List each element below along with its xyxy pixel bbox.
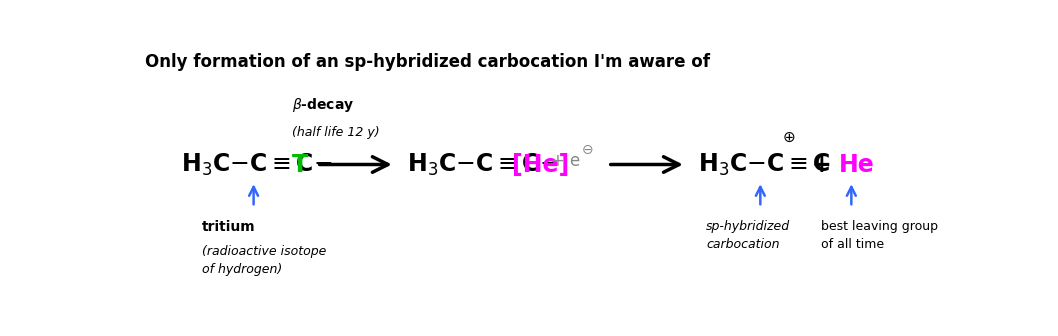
Text: T: T	[292, 153, 308, 176]
Text: He: He	[839, 153, 875, 176]
Text: H$_3$C$-$C$\equiv$C$-$: H$_3$C$-$C$\equiv$C$-$	[182, 152, 333, 178]
Text: (half life 12 y): (half life 12 y)	[292, 126, 380, 139]
Text: $\oplus$: $\oplus$	[783, 130, 796, 145]
Text: (radioactive isotope
of hydrogen): (radioactive isotope of hydrogen)	[202, 245, 326, 276]
Text: tritium: tritium	[202, 220, 256, 234]
Text: best leaving group
of all time: best leaving group of all time	[821, 220, 938, 251]
Text: sp-hybridized
carbocation: sp-hybridized carbocation	[707, 220, 790, 251]
Text: H$_3$C$-$C$\equiv$C: H$_3$C$-$C$\equiv$C	[698, 152, 831, 178]
Text: $+$ e: $+$ e	[550, 152, 581, 170]
Text: Only formation of an sp-hybridized carbocation I'm aware of: Only formation of an sp-hybridized carbo…	[145, 53, 710, 71]
Text: [He]: [He]	[512, 153, 569, 176]
Text: +: +	[811, 153, 831, 176]
Text: $\beta$-decay: $\beta$-decay	[292, 96, 354, 114]
Text: $\ominus$: $\ominus$	[581, 143, 594, 157]
Text: H$_3$C$-$C$\equiv$C$-$: H$_3$C$-$C$\equiv$C$-$	[407, 152, 559, 178]
